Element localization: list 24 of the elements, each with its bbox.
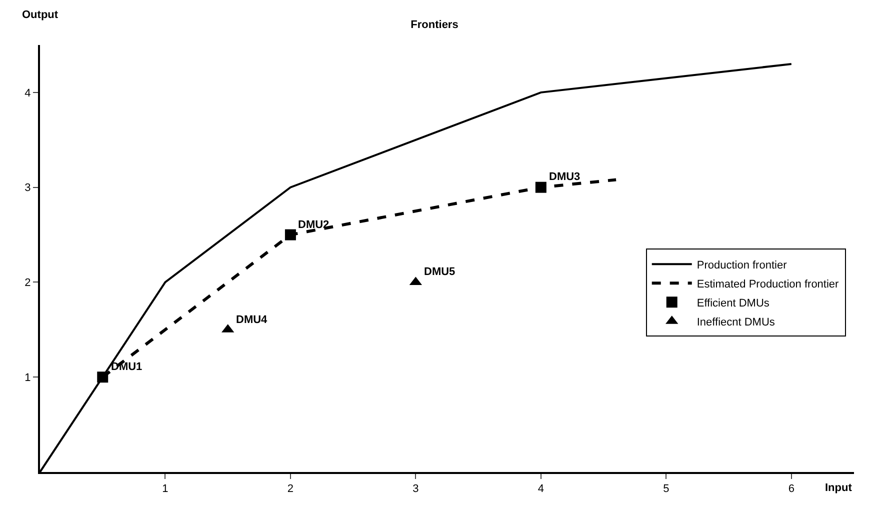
- legend-label: Estimated Production frontier: [696, 278, 840, 290]
- legend-label: Ineffiecnt DMUs: [696, 316, 776, 328]
- annotation: DMU4: [236, 314, 268, 326]
- y-axis-title: Output: [22, 9, 58, 21]
- x-tick-label: 6: [788, 483, 794, 496]
- y-tick-label: 3: [24, 182, 31, 194]
- x-tick-label: 3: [412, 483, 419, 496]
- point: [97, 372, 108, 383]
- chart-title: Frontiers: [410, 19, 458, 32]
- y-tick-label: 2: [24, 277, 31, 290]
- point: [284, 229, 296, 240]
- annotation: DMU2: [298, 219, 330, 231]
- y-tick-label: 4: [24, 87, 31, 100]
- y-tick-label: 1: [24, 372, 31, 384]
- x-tick-label: 5: [663, 483, 670, 496]
- x-tick-label: 1: [162, 483, 168, 496]
- x-axis-title: Input: [825, 482, 852, 494]
- legend-label: Efficient DMUs: [696, 297, 770, 310]
- point: [535, 182, 546, 193]
- x-tick-label: 4: [538, 483, 544, 496]
- annotation: DMU5: [424, 266, 456, 278]
- annotation: DMU3: [549, 171, 580, 183]
- legend-label: Production frontier: [696, 259, 788, 272]
- x-tick-label: 2: [287, 483, 294, 496]
